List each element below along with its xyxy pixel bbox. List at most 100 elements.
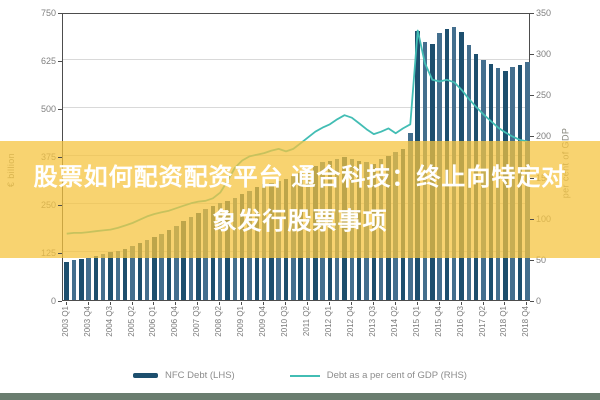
x-tick-mark [438, 302, 440, 305]
bar [122, 248, 128, 300]
x-tick-mark [482, 302, 484, 305]
bar [100, 254, 106, 300]
x-axis-tick-label: 2010 Q3 [280, 306, 289, 337]
left-axis-tick-label: 500 [40, 104, 56, 114]
right-axis-tick-label: 50 [536, 254, 547, 265]
legend-item-nfc-debt: NFC Debt (LHS) [133, 370, 235, 381]
x-axis-tick-label: 2015 Q1 [411, 306, 421, 337]
x-tick-mark [350, 302, 352, 305]
bar [115, 250, 121, 300]
left-tick-mark [58, 61, 62, 62]
x-axis-tick-label: 2018 Q4 [521, 306, 531, 337]
x-tick-mark [65, 302, 67, 305]
x-axis-tick-label: 2011 Q2 [302, 306, 311, 337]
bar [71, 260, 77, 300]
x-axis-tick-label: 2008 Q2 [214, 306, 224, 337]
x-tick-mark [263, 302, 265, 305]
bar [64, 261, 69, 300]
line-series-swatch [289, 374, 320, 377]
x-axis-tick-label: 2003 Q4 [82, 306, 92, 337]
x-axis-tick-label: 2013 Q3 [367, 306, 377, 337]
x-tick-mark [504, 302, 506, 305]
x-tick-mark [175, 302, 177, 305]
right-axis-tick-label: 200 [536, 131, 552, 142]
x-tick-mark [526, 302, 528, 305]
bar [159, 233, 164, 300]
x-tick-mark [219, 302, 221, 305]
bar [130, 245, 135, 300]
bar [108, 252, 113, 300]
gridline [63, 107, 529, 108]
bar [144, 240, 150, 300]
left-axis-tick-label: 0 [50, 296, 56, 306]
x-axis-tick-label: 2009 Q4 [258, 306, 268, 337]
x-tick-mark [460, 302, 462, 305]
right-tick-mark [530, 95, 534, 97]
right-tick-mark [530, 177, 534, 179]
legend-item-gdp-line: Debt as a per cent of GDP (RHS) [289, 370, 467, 381]
x-tick-mark [197, 302, 199, 305]
left-tick-mark [58, 157, 62, 158]
x-axis-tick-label: 2004 Q3 [104, 306, 114, 337]
right-tick-mark [530, 54, 534, 56]
x-axis-tick-label: 2018 Q1 [499, 306, 509, 337]
x-tick-mark [307, 302, 308, 305]
x-axis-tick-label: 2012 Q1 [323, 306, 333, 337]
x-axis-tick-label: 2007 Q3 [192, 306, 202, 337]
x-axis-tick-label: 2014 Q2 [389, 306, 399, 337]
x-tick-mark [285, 302, 286, 305]
x-axis-tick-label: 2015 Q4 [433, 306, 443, 337]
left-tick-mark [58, 205, 62, 206]
x-axis-tick-label: 2016 Q3 [455, 306, 465, 337]
x-axis-tick-label: 2012 Q4 [345, 306, 355, 337]
left-tick-mark [58, 301, 62, 302]
x-tick-mark [131, 302, 133, 305]
bar [93, 256, 99, 300]
x-tick-mark [394, 302, 396, 305]
bar [174, 225, 179, 300]
right-tick-mark [530, 218, 534, 220]
legend-label-nfc-debt: NFC Debt (LHS) [165, 370, 235, 381]
right-axis-tick-label: 300 [536, 49, 552, 60]
gridline [63, 59, 529, 60]
x-tick-mark [87, 302, 89, 305]
x-axis-tick-label: 2017 Q2 [477, 306, 487, 337]
bar [137, 243, 143, 300]
x-axis-tick-label: 2009 Q1 [236, 306, 246, 337]
footer-strip [0, 393, 600, 400]
right-axis-tick-label: 350 [536, 8, 552, 18]
legend: NFC Debt (LHS) Debt as a per cent of GDP… [0, 370, 600, 381]
headline-overlay-band: 股票如何配资配资平台 通合科技：终止向特定对 象发行股票事项 [0, 141, 600, 258]
x-tick-mark [416, 302, 418, 305]
left-tick-mark [58, 109, 62, 110]
bar [188, 217, 194, 300]
right-axis-tick-label: 0 [536, 296, 542, 306]
x-axis-tick-label: 2006 Q4 [170, 306, 180, 337]
bar [152, 237, 157, 300]
bar [181, 221, 186, 300]
x-tick-mark [153, 302, 155, 305]
right-tick-mark [530, 136, 534, 138]
bar-series-swatch [133, 373, 159, 378]
x-tick-mark [241, 302, 243, 305]
left-tick-mark [58, 253, 62, 254]
right-axis-tick-label: 250 [536, 90, 552, 101]
bar [86, 257, 91, 300]
left-tick-mark [58, 13, 62, 14]
right-tick-mark [530, 301, 534, 302]
bar [166, 229, 172, 300]
headline-line2: 象发行股票事项 [212, 207, 388, 235]
legend-label-gdp-line: Debt as a per cent of GDP (RHS) [326, 370, 467, 381]
bar [79, 259, 84, 300]
x-axis-tick-label: 2005 Q2 [126, 306, 136, 337]
left-axis-tick-label: 625 [40, 56, 56, 66]
x-tick-mark [328, 302, 330, 305]
headline-line1: 股票如何配资配资平台 通合科技：终止向特定对 [33, 163, 567, 191]
right-tick-mark [530, 13, 534, 14]
x-tick-mark [372, 302, 374, 305]
left-axis-tick-label: 750 [40, 8, 56, 18]
x-tick-mark [109, 302, 111, 305]
x-axis-tick-label: 2006 Q1 [148, 306, 158, 337]
right-tick-mark [530, 259, 534, 261]
